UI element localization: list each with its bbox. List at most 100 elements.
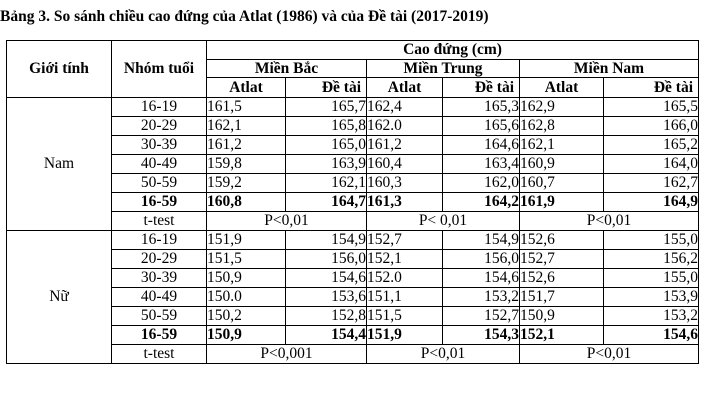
height-value-cell: 150,9 <box>206 268 286 288</box>
header-atlat-north: Atlat <box>206 77 286 98</box>
height-value-cell: 154,9 <box>442 230 520 250</box>
height-value-cell: 152,8 <box>285 306 367 326</box>
height-value-cell: 153,6 <box>285 287 367 307</box>
height-value-cell: 151,7 <box>519 287 604 307</box>
height-value-cell: 154,3 <box>442 325 520 345</box>
height-value-cell: 152,7 <box>366 230 443 250</box>
height-value-cell: 162,1 <box>206 116 286 136</box>
ttest-label: t-test <box>111 344 207 364</box>
height-value-cell: 159,2 <box>206 173 286 193</box>
table-row: Nam 16-19 161,5 165,7 162,4 165,3 162,9 165,5 <box>6 97 700 231</box>
header-atlat-south: Atlat <box>519 77 604 98</box>
height-value-cell: 166,0 <box>602 116 700 136</box>
height-comparison-table: Giới tính Nhóm tuổi Cao đứng (cm) Miền B… <box>6 40 700 364</box>
age-group-cell: 20-29 <box>111 249 207 269</box>
height-value-cell: 164,0 <box>602 154 700 174</box>
height-value-cell: 155,0 <box>602 268 700 288</box>
height-value-cell: 163,9 <box>285 154 367 174</box>
header-region-south: Miền Nam <box>518 59 700 78</box>
table-row: 50-59 159,2 162,1 160,3 162,0 160,7 162,7 <box>7 173 700 193</box>
age-group-cell: 16-19 <box>111 97 207 117</box>
age-group-cell: 16-59 <box>111 325 207 345</box>
header-detai-north: Đề tài <box>285 77 367 98</box>
age-group-cell: 30-39 <box>111 268 207 288</box>
age-group-cell: 16-19 <box>111 230 207 250</box>
height-value-cell: 162,9 <box>519 97 604 117</box>
height-value-cell: 150,9 <box>519 306 604 326</box>
height-value-cell: 152,6 <box>519 268 604 288</box>
height-value-cell: 165,6 <box>442 116 520 136</box>
age-group-cell: 20-29 <box>111 116 207 136</box>
height-value-cell: 153,9 <box>602 287 700 307</box>
height-value-cell: 165,2 <box>602 135 700 155</box>
table-row: 20-29 162,1 165,8 162.0 165,6 162,8 166,0 <box>7 116 700 136</box>
ttest-value-cell: P<0,001 <box>206 344 367 364</box>
height-value-cell: 152.0 <box>366 268 443 288</box>
height-value-cell: 162,1 <box>519 135 604 155</box>
height-value-cell: 150,2 <box>206 306 286 326</box>
height-value-cell: 155,0 <box>602 230 700 250</box>
table-caption: Bảng 3. So sánh chiều cao đứng của Atlat… <box>0 8 489 25</box>
table-row: 40-49 159,8 163,9 160,4 163,4 160,9 164,0 <box>7 154 700 174</box>
table-row: Nữ 16-19 151,9 154,9 152,7 154,9 152,6 155,0 <box>6 230 700 364</box>
height-value-cell: 165,3 <box>442 97 520 117</box>
height-value-cell: 161,3 <box>366 192 443 212</box>
header-detai-central: Đề tài <box>442 77 520 98</box>
table-row: 40-49 150.0 153,6 151,1 153,2 151,7 153,9 <box>7 287 700 307</box>
ttest-row: t-test P<0,01 P< 0,01 P<0,01 <box>7 211 700 231</box>
height-value-cell: 161,5 <box>206 97 286 117</box>
table-row: 30-39 150,9 154,6 152.0 154,6 152,6 155,0 <box>7 268 700 288</box>
height-value-cell: 161,2 <box>206 135 286 155</box>
height-value-cell: 154,6 <box>442 268 520 288</box>
table-row: 30-39 161,2 165,0 161,2 164,6 162,1 165,2 <box>7 135 700 155</box>
height-value-cell: 162.0 <box>366 116 443 136</box>
height-value-cell: 164,7 <box>285 192 367 212</box>
height-value-cell: 151,9 <box>366 325 443 345</box>
height-value-cell: 154,6 <box>602 325 700 345</box>
header-atlat-central: Atlat <box>366 77 443 98</box>
height-value-cell: 165,8 <box>285 116 367 136</box>
header-region-central: Miền Trung <box>366 59 520 78</box>
height-value-cell: 156,2 <box>602 249 700 269</box>
height-value-cell: 153,2 <box>602 306 700 326</box>
gender-cell: Nữ <box>6 230 112 364</box>
height-value-cell: 160,9 <box>519 154 604 174</box>
age-group-cell: 40-49 <box>111 287 207 307</box>
height-value-cell: 164,2 <box>442 192 520 212</box>
height-value-cell: 162,0 <box>442 173 520 193</box>
height-value-cell: 161,2 <box>366 135 443 155</box>
height-value-cell: 152,6 <box>519 230 604 250</box>
ttest-value-cell: P<0,01 <box>366 344 520 364</box>
height-value-cell: 152,1 <box>366 249 443 269</box>
height-value-cell: 165,0 <box>285 135 367 155</box>
height-value-cell: 151,9 <box>206 230 286 250</box>
height-value-cell: 162,8 <box>519 116 604 136</box>
height-value-cell: 151,5 <box>366 306 443 326</box>
height-value-cell: 165,7 <box>285 97 367 117</box>
height-value-cell: 156,0 <box>442 249 520 269</box>
age-group-cell: 40-49 <box>111 154 207 174</box>
header-height: Cao đứng (cm) <box>205 40 700 60</box>
height-value-cell: 162,7 <box>602 173 700 193</box>
height-value-cell: 160,8 <box>206 192 286 212</box>
header-age-group: Nhóm tuổi <box>111 40 207 98</box>
height-value-cell: 150,9 <box>206 325 286 345</box>
ttest-value-cell: P< 0,01 <box>366 211 520 231</box>
height-value-cell: 151,5 <box>206 249 286 269</box>
height-value-cell: 160,3 <box>366 173 443 193</box>
height-value-cell: 165,5 <box>602 97 700 117</box>
gender-cell: Nam <box>6 97 112 231</box>
height-value-cell: 151,1 <box>366 287 443 307</box>
height-value-cell: 163,4 <box>442 154 520 174</box>
ttest-value-cell: P<0,01 <box>206 211 367 231</box>
height-value-cell: 156,0 <box>285 249 367 269</box>
height-value-cell: 150.0 <box>206 287 286 307</box>
height-value-cell: 162,1 <box>285 173 367 193</box>
age-group-cell: 50-59 <box>111 173 207 193</box>
height-value-cell: 153,2 <box>442 287 520 307</box>
age-group-cell: 16-59 <box>111 192 207 212</box>
height-value-cell: 164,9 <box>602 192 700 212</box>
ttest-value-cell: P<0,01 <box>518 344 700 364</box>
height-value-cell: 160,7 <box>519 173 604 193</box>
height-value-cell: 159,8 <box>206 154 286 174</box>
